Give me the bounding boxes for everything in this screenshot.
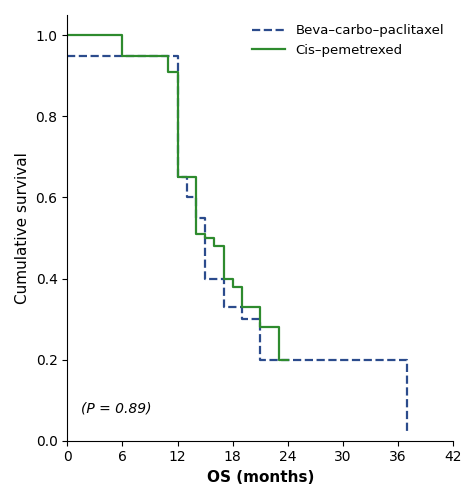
Beva–carbo–paclitaxel	[248, 316, 253, 322]
Beva–carbo–paclitaxel	[220, 304, 226, 310]
Beva–carbo–paclitaxel	[220, 296, 226, 302]
Beva–carbo–paclitaxel	[174, 52, 180, 59]
Beva–carbo–paclitaxel	[193, 214, 198, 220]
Cis–pemetrexed	[129, 52, 134, 59]
Beva–carbo–paclitaxel	[119, 52, 125, 59]
Cis–pemetrexed	[183, 174, 189, 180]
Legend: Beva–carbo–paclitaxel, Cis–pemetrexed: Beva–carbo–paclitaxel, Cis–pemetrexed	[246, 19, 448, 62]
Y-axis label: Cumulative survival: Cumulative survival	[15, 152, 30, 304]
Cis–pemetrexed	[183, 174, 189, 180]
Beva–carbo–paclitaxel	[229, 304, 235, 310]
Beva–carbo–paclitaxel	[404, 430, 409, 436]
Cis–pemetrexed	[229, 276, 235, 281]
Cis–pemetrexed	[202, 231, 208, 237]
Cis–pemetrexed	[211, 235, 217, 241]
Beva–carbo–paclitaxel	[404, 356, 409, 362]
Cis–pemetrexed	[119, 32, 125, 38]
Beva–carbo–paclitaxel	[119, 52, 125, 59]
Beva–carbo–paclitaxel	[238, 304, 244, 310]
Cis–pemetrexed	[193, 231, 198, 237]
Cis–pemetrexed	[266, 324, 272, 330]
Cis–pemetrexed	[275, 324, 281, 330]
Beva–carbo–paclitaxel	[119, 52, 125, 59]
Cis–pemetrexed	[202, 235, 208, 241]
Beva–carbo–paclitaxel	[211, 276, 217, 281]
Beva–carbo–paclitaxel	[174, 52, 180, 59]
Cis–pemetrexed	[119, 32, 125, 38]
Cis–pemetrexed	[229, 284, 235, 290]
Beva–carbo–paclitaxel	[238, 316, 244, 322]
Beva–carbo–paclitaxel	[64, 52, 70, 59]
Cis–pemetrexed	[284, 356, 290, 362]
Cis–pemetrexed	[119, 32, 125, 38]
Beva–carbo–paclitaxel	[248, 316, 253, 322]
Cis–pemetrexed	[220, 243, 226, 249]
Cis–pemetrexed	[238, 284, 244, 290]
Beva–carbo–paclitaxel	[211, 276, 217, 281]
Beva–carbo–paclitaxel	[183, 174, 189, 180]
Cis–pemetrexed	[64, 32, 70, 38]
Beva–carbo–paclitaxel	[202, 214, 208, 220]
Cis–pemetrexed	[220, 276, 226, 281]
Cis–pemetrexed	[174, 69, 180, 75]
Beva–carbo–paclitaxel	[202, 276, 208, 281]
Cis–pemetrexed	[275, 356, 281, 362]
Beva–carbo–paclitaxel	[404, 356, 409, 362]
Beva–carbo–paclitaxel	[220, 296, 226, 302]
Cis–pemetrexed	[238, 304, 244, 310]
Cis–pemetrexed	[165, 69, 171, 75]
Beva–carbo–paclitaxel	[284, 356, 290, 362]
Cis–pemetrexed	[174, 174, 180, 180]
Cis–pemetrexed	[257, 324, 263, 330]
Cis–pemetrexed	[174, 69, 180, 75]
Line: Beva–carbo–paclitaxel: Beva–carbo–paclitaxel	[67, 56, 407, 432]
X-axis label: OS (months): OS (months)	[206, 470, 313, 485]
Cis–pemetrexed	[119, 52, 125, 59]
Beva–carbo–paclitaxel	[183, 174, 189, 180]
Cis–pemetrexed	[284, 356, 290, 362]
Beva–carbo–paclitaxel	[284, 356, 290, 362]
Beva–carbo–paclitaxel	[229, 304, 235, 310]
Beva–carbo–paclitaxel	[202, 214, 208, 220]
Beva–carbo–paclitaxel	[404, 356, 409, 362]
Cis–pemetrexed	[284, 356, 290, 362]
Beva–carbo–paclitaxel	[193, 194, 198, 200]
Beva–carbo–paclitaxel	[257, 356, 263, 362]
Cis–pemetrexed	[174, 69, 180, 75]
Beva–carbo–paclitaxel	[257, 316, 263, 322]
Beva–carbo–paclitaxel	[183, 194, 189, 200]
Cis–pemetrexed	[165, 52, 171, 59]
Cis–pemetrexed	[129, 52, 134, 59]
Text: (P = 0.89): (P = 0.89)	[81, 402, 151, 415]
Cis–pemetrexed	[257, 304, 263, 310]
Cis–pemetrexed	[211, 243, 217, 249]
Cis–pemetrexed	[193, 174, 198, 180]
Line: Cis–pemetrexed: Cis–pemetrexed	[67, 36, 287, 360]
Beva–carbo–paclitaxel	[220, 276, 226, 281]
Beva–carbo–paclitaxel	[193, 194, 198, 200]
Beva–carbo–paclitaxel	[119, 52, 125, 59]
Beva–carbo–paclitaxel	[174, 52, 180, 59]
Cis–pemetrexed	[266, 324, 272, 330]
Beva–carbo–paclitaxel	[193, 194, 198, 200]
Beva–carbo–paclitaxel	[183, 174, 189, 180]
Beva–carbo–paclitaxel	[202, 214, 208, 220]
Cis–pemetrexed	[284, 356, 290, 362]
Beva–carbo–paclitaxel	[174, 174, 180, 180]
